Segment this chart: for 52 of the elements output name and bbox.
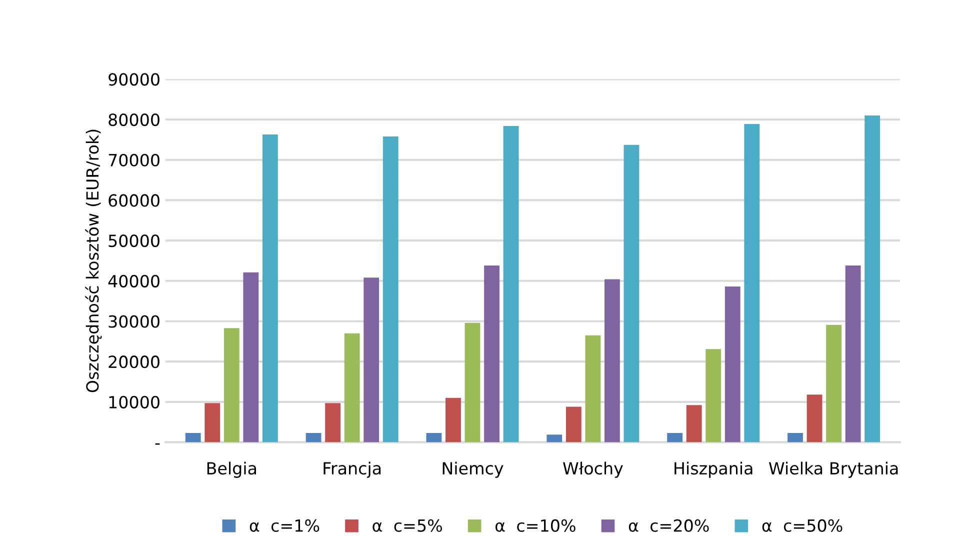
x-tick-label: Wielka Brytania <box>768 462 898 478</box>
bar <box>306 432 322 442</box>
bar <box>826 324 842 442</box>
x-tick-label: Francja <box>324 462 381 478</box>
bar <box>503 126 519 442</box>
bar <box>364 278 380 442</box>
y-tick-label: 40000 <box>108 274 160 288</box>
bar <box>262 134 278 442</box>
y-tick-label: 90000 <box>108 73 160 86</box>
x-tick-label: Belgia <box>207 462 256 478</box>
y-tick-label: 10000 <box>109 396 160 408</box>
bar <box>744 124 760 442</box>
bar <box>185 432 201 442</box>
x-tick-label: Niemcy <box>442 462 504 478</box>
bar <box>464 322 480 442</box>
x-tick-label: Włochy <box>562 462 623 478</box>
bar <box>604 279 620 442</box>
bar <box>243 272 259 442</box>
legend-label: α c=1% <box>250 519 320 532</box>
legend-label: α c=10% <box>495 519 576 532</box>
legend-label: α c=20% <box>628 519 709 532</box>
y-tick-label: 60000 <box>108 194 160 207</box>
bar <box>724 286 740 442</box>
bar <box>845 266 861 442</box>
bar <box>325 403 341 442</box>
legend-label: α c=5% <box>372 519 442 532</box>
bar <box>788 432 803 442</box>
bar <box>667 432 683 442</box>
legend-label: α c=50% <box>762 519 842 532</box>
bar <box>686 405 702 442</box>
y-tick-label: 20000 <box>108 356 160 368</box>
bar <box>426 432 442 442</box>
bar <box>706 349 722 442</box>
bar <box>806 394 822 442</box>
bar <box>585 335 601 442</box>
bar <box>484 266 500 442</box>
bar <box>624 144 640 442</box>
x-tick-label: Hiszpania <box>674 462 752 478</box>
y-tick-label: 70000 <box>108 154 160 166</box>
bar <box>344 333 360 442</box>
bar <box>382 136 398 442</box>
y-tick-label: 80000 <box>108 113 160 126</box>
bar <box>446 398 461 442</box>
y-tick-label: - <box>155 443 160 445</box>
bar <box>224 328 240 442</box>
bar <box>566 406 582 442</box>
y-axis-title: Oszczędność kosztów (EUR/rok) <box>85 130 102 392</box>
y-tick-label: 50000 <box>108 234 160 248</box>
bar <box>864 115 880 442</box>
y-tick-label: 30000 <box>108 315 160 328</box>
bar <box>546 434 562 442</box>
bar <box>204 403 220 442</box>
